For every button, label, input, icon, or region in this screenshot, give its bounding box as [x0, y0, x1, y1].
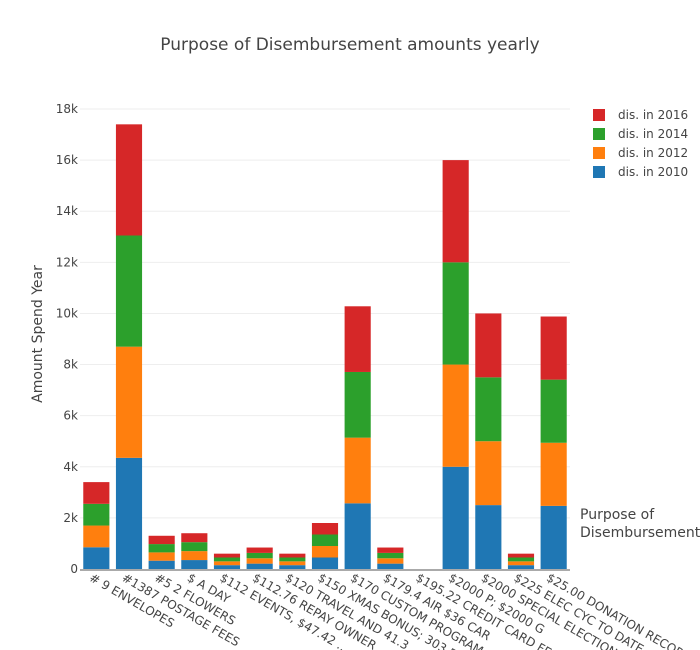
y-tick-label: 12k — [56, 255, 78, 269]
bar-segment[interactable] — [344, 306, 371, 372]
legend-label: dis. in 2014 — [618, 127, 688, 141]
y-tick-label: 4k — [63, 460, 78, 474]
bar-segment[interactable] — [83, 503, 110, 526]
legend-swatch — [593, 147, 605, 159]
bar-segment[interactable] — [148, 535, 175, 545]
y-axis-ticks: 0 2k 4k 6k 8k 10k 12k 14k 16k 18k — [56, 102, 78, 576]
bar-segment[interactable] — [442, 160, 469, 263]
bar-segment[interactable] — [213, 553, 241, 558]
bar-segment[interactable] — [279, 557, 306, 562]
bar-segment[interactable] — [311, 557, 339, 570]
bar-segment[interactable] — [442, 364, 469, 467]
bar-segment[interactable] — [311, 546, 339, 558]
y-tick-label: 8k — [63, 358, 78, 372]
bar-segment[interactable] — [311, 523, 339, 535]
bar-segment[interactable] — [83, 525, 110, 548]
bar-segment[interactable] — [377, 563, 404, 569]
bar-segment[interactable] — [279, 565, 306, 569]
bar-segment[interactable] — [507, 553, 535, 558]
bar-segment[interactable] — [540, 379, 567, 443]
y-tick-label: 18k — [56, 102, 78, 116]
bar-segment[interactable] — [148, 552, 175, 561]
legend-item[interactable]: dis. in 2014 — [593, 127, 688, 141]
bar-segment[interactable] — [181, 551, 208, 561]
legend-label: dis. in 2012 — [618, 146, 688, 160]
legend-label: dis. in 2010 — [618, 165, 688, 179]
y-tick-label: 6k — [63, 409, 78, 423]
legend-swatch — [593, 109, 605, 121]
y-tick-label: 2k — [63, 511, 78, 525]
bar-segment[interactable] — [279, 561, 306, 566]
bar-segment[interactable] — [213, 561, 241, 566]
y-tick-label: 10k — [56, 306, 78, 320]
y-tick-label: 16k — [56, 153, 78, 167]
bar-segment[interactable] — [148, 544, 175, 553]
bar-segment[interactable] — [115, 346, 143, 458]
bar-segment[interactable] — [246, 558, 273, 564]
bar-segment[interactable] — [213, 565, 241, 569]
bar-segment[interactable] — [507, 565, 535, 569]
legend-item[interactable]: dis. in 2012 — [593, 146, 688, 160]
bar-segment[interactable] — [475, 441, 502, 506]
bar-segment[interactable] — [115, 235, 143, 347]
bar-segment[interactable] — [475, 313, 502, 378]
bars — [83, 124, 567, 570]
chart-title: Purpose of Disembursement amounts yearly — [160, 35, 539, 55]
bar-segment[interactable] — [246, 563, 273, 569]
bar-segment[interactable] — [442, 262, 469, 365]
legend-label: dis. in 2016 — [618, 108, 688, 122]
bar-segment[interactable] — [83, 547, 110, 569]
bar-segment[interactable] — [344, 371, 371, 438]
bar-segment[interactable] — [377, 552, 404, 559]
bar-segment[interactable] — [181, 542, 208, 552]
bar-segment[interactable] — [540, 316, 567, 380]
bar-segment[interactable] — [507, 561, 535, 566]
legend-swatch — [593, 166, 605, 178]
y-tick-label: 14k — [56, 204, 78, 218]
bar-segment[interactable] — [213, 557, 241, 562]
bar-segment[interactable] — [115, 457, 143, 569]
bar-segment[interactable] — [344, 437, 371, 504]
legend: dis. in 2016 dis. in 2014 dis. in 2012 dis.… — [593, 108, 688, 179]
bar-segment[interactable] — [475, 505, 502, 569]
bar-segment[interactable] — [377, 558, 404, 564]
x-axis-title: Purpose of Disembursement — [580, 507, 700, 541]
y-axis-title: Amount Spend Year — [30, 265, 46, 403]
bar-segment[interactable] — [246, 552, 273, 559]
bar-segment[interactable] — [115, 124, 143, 236]
legend-swatch — [593, 128, 605, 140]
bar-segment[interactable] — [181, 560, 208, 569]
bar-segment[interactable] — [279, 553, 306, 558]
bar-segment[interactable] — [83, 482, 110, 504]
bar-segment[interactable] — [442, 466, 469, 569]
bar-segment[interactable] — [540, 505, 567, 569]
legend-item[interactable]: dis. in 2010 — [593, 165, 688, 179]
bar-segment[interactable] — [344, 503, 371, 569]
x-axis-ticks: # 9 ENVELOPES#1387 POSTAGE FEES#5 2 FLOW… — [87, 570, 700, 650]
gridlines — [80, 108, 570, 519]
bar-segment[interactable] — [148, 560, 175, 569]
bar-segment[interactable] — [540, 442, 567, 506]
legend-item[interactable]: dis. in 2016 — [593, 108, 688, 122]
bar-segment[interactable] — [507, 557, 535, 562]
bar-segment[interactable] — [475, 377, 502, 442]
bar-segment[interactable] — [311, 534, 339, 547]
y-tick-label: 0 — [70, 562, 78, 576]
bar-segment[interactable] — [181, 533, 208, 543]
bar-segment[interactable] — [377, 547, 404, 553]
bar-segment[interactable] — [246, 547, 273, 553]
